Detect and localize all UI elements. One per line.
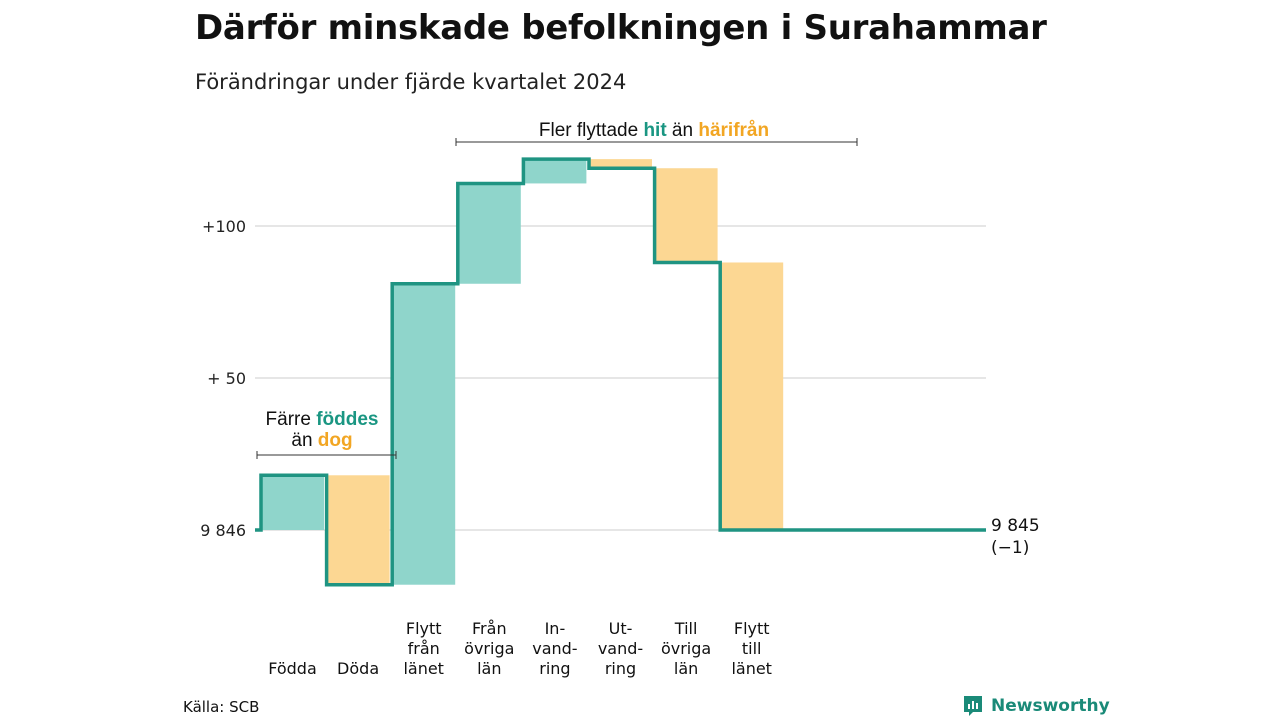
births-annotation-line2: än dog xyxy=(291,430,352,451)
category-label: till xyxy=(742,639,762,658)
category-label: Till xyxy=(674,619,698,638)
waterfall-bar xyxy=(589,159,652,169)
category-label: län xyxy=(477,659,501,678)
waterfall-bar xyxy=(261,475,324,530)
category-label: Födda xyxy=(268,659,317,678)
category-label: från xyxy=(408,639,440,658)
category-label: ring xyxy=(539,659,570,678)
brand-logo: Newsworthy xyxy=(962,694,1110,718)
category-label: Från xyxy=(472,619,507,638)
category-label: länet xyxy=(403,659,444,678)
end-value-label: (−1) xyxy=(991,538,1029,558)
waterfall-bar xyxy=(720,262,784,530)
end-value-label: 9 845 xyxy=(991,516,1040,536)
waterfall-bar xyxy=(392,283,456,585)
moves-annotation: Fler flyttade hit än härifrån xyxy=(539,120,769,141)
chart-subtitle: Förändringar under fjärde kvartalet 2024 xyxy=(195,70,627,94)
category-label: övriga xyxy=(464,639,514,658)
category-label: Flytt xyxy=(734,619,770,638)
category-label: Döda xyxy=(337,659,379,678)
chart-title: Därför minskade befolkningen i Surahamma… xyxy=(195,8,1047,48)
y-tick-label: + 50 xyxy=(207,369,246,388)
waterfall-connector-line xyxy=(255,157,986,587)
source-note: Källa: SCB xyxy=(183,698,260,716)
y-tick-label: 9 846 xyxy=(200,521,246,540)
category-label: In- xyxy=(545,619,566,638)
category-label: län xyxy=(674,659,698,678)
category-label: ring xyxy=(605,659,636,678)
category-label: Ut- xyxy=(609,619,633,638)
category-label: övriga xyxy=(661,639,711,658)
category-label: länet xyxy=(731,659,772,678)
brand-name: Newsworthy xyxy=(991,696,1110,716)
births-annotation-line1: Färre föddes xyxy=(266,409,379,430)
waterfall-bar xyxy=(326,475,390,585)
category-label: Flytt xyxy=(406,619,442,638)
waterfall-bar xyxy=(457,183,521,284)
y-tick-label: +100 xyxy=(202,217,246,236)
waterfall-bar xyxy=(523,159,587,184)
category-label: vand- xyxy=(532,639,577,658)
newsworthy-logo-icon xyxy=(964,696,982,716)
waterfall-bar xyxy=(654,168,718,263)
category-label: vand- xyxy=(598,639,643,658)
